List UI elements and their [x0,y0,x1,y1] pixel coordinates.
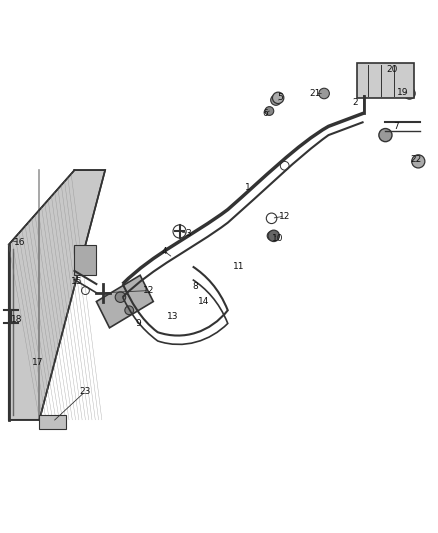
Text: 10: 10 [272,233,284,243]
Text: 11: 11 [233,262,244,271]
Text: 3: 3 [185,229,191,238]
Bar [39,415,66,429]
Text: 21: 21 [310,89,321,98]
Text: 1: 1 [244,183,251,192]
Text: 16: 16 [14,238,25,247]
Text: 12: 12 [143,286,155,295]
Text: 17: 17 [32,358,43,367]
Text: 12: 12 [279,212,290,221]
Circle shape [272,92,284,103]
Circle shape [268,230,279,241]
Circle shape [271,95,281,106]
Text: 5: 5 [277,93,283,102]
Text: 13: 13 [167,312,179,321]
Text: 22: 22 [410,155,422,164]
Circle shape [265,107,274,115]
Circle shape [379,128,392,142]
Text: 18: 18 [11,314,22,324]
Text: 23: 23 [80,387,91,396]
Text: 15: 15 [71,277,82,286]
Circle shape [115,292,126,302]
Text: 19: 19 [397,87,409,96]
Circle shape [370,76,379,85]
Text: 4: 4 [162,247,167,256]
Circle shape [379,83,388,91]
Circle shape [404,88,415,99]
Polygon shape [74,245,96,275]
Text: 9: 9 [135,319,141,328]
Polygon shape [96,275,153,328]
Text: 8: 8 [192,282,198,290]
Circle shape [125,306,134,314]
FancyBboxPatch shape [357,63,414,98]
Circle shape [319,88,329,99]
Text: 2: 2 [352,98,357,107]
Text: 14: 14 [198,297,209,306]
Circle shape [412,155,425,168]
Text: 20: 20 [386,65,398,74]
Text: 6: 6 [262,109,268,118]
Circle shape [267,231,276,240]
Polygon shape [9,170,105,420]
Text: 7: 7 [393,122,399,131]
